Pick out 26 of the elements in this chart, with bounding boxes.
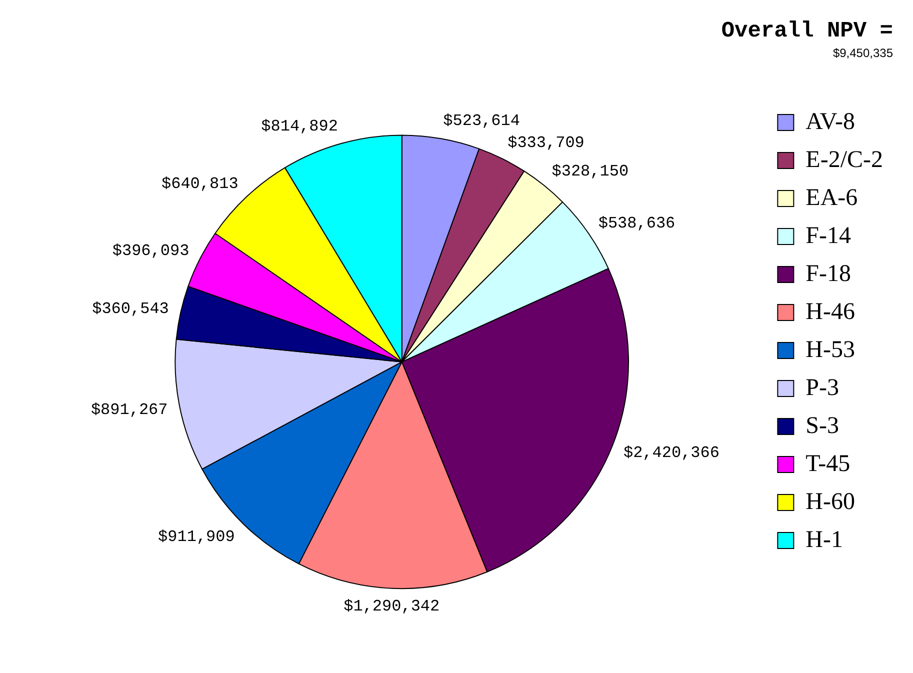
data-label: $911,909 — [158, 528, 235, 546]
legend-label: S-3 — [806, 412, 840, 439]
data-label: $333,709 — [508, 134, 584, 152]
data-label: $2,420,366 — [623, 444, 720, 462]
data-label: $640,813 — [162, 174, 238, 193]
data-label: $891,267 — [90, 400, 168, 419]
legend-label: H-60 — [806, 488, 856, 515]
data-label: $814,892 — [261, 117, 338, 136]
data-label: $360,543 — [92, 300, 169, 318]
legend-label: P-3 — [806, 374, 840, 401]
data-label: $523,614 — [443, 112, 520, 130]
data-label: $1,290,342 — [344, 598, 440, 616]
legend-label: EA-6 — [806, 184, 858, 211]
data-label: $328,150 — [552, 162, 629, 181]
legend-label: H-53 — [806, 336, 856, 363]
legend-label: H-46 — [806, 298, 856, 325]
legend-label: F-14 — [806, 222, 852, 249]
data-label: $538,636 — [598, 214, 676, 232]
legend-label: T-45 — [806, 450, 850, 477]
data-label: $396,093 — [112, 242, 190, 260]
legend-label: H-1 — [806, 526, 844, 553]
chart-title: Overall NPV = — [721, 18, 893, 44]
legend-label: AV-8 — [806, 108, 856, 135]
chart-subtitle: $9,450,335 — [832, 46, 894, 60]
legend-label: F-18 — [806, 260, 852, 287]
legend-label: E-2/C-2 — [806, 146, 884, 173]
